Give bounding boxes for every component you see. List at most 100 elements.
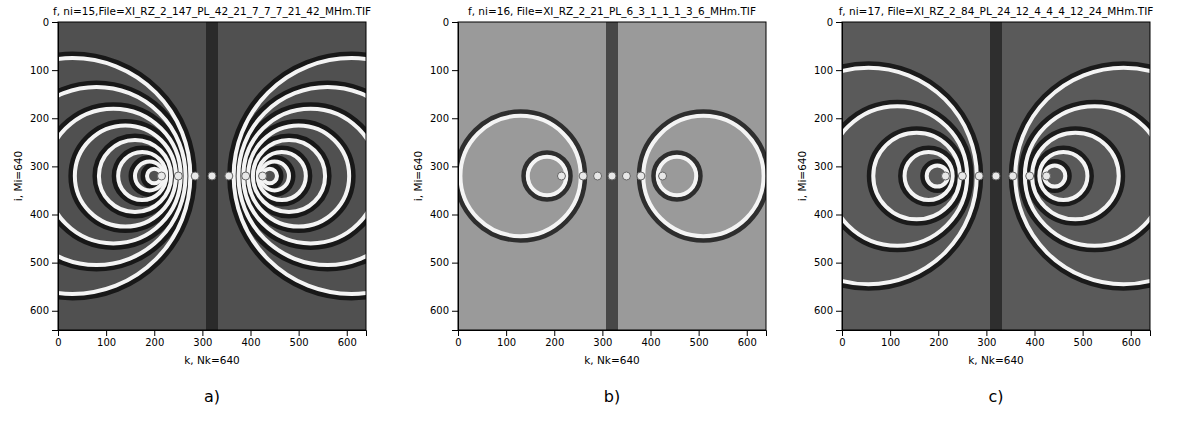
x-tick-label: 100 — [97, 337, 116, 348]
y-tick-mark — [52, 166, 58, 167]
x-tick: 600 — [338, 330, 357, 348]
x-tick-label: 0 — [455, 337, 461, 348]
y-axis-line — [52, 23, 59, 331]
y-axis-title: i, Mi=640 — [12, 151, 24, 201]
source-point — [941, 172, 949, 180]
dark-ring — [71, 121, 180, 230]
x-tick-mark — [506, 330, 507, 336]
plot-frame — [842, 22, 1150, 330]
plot-area — [842, 22, 1150, 330]
dark-ring — [901, 148, 957, 204]
x-tick: 200 — [145, 330, 164, 348]
bright-ring — [58, 58, 190, 294]
x-tick-label: 100 — [497, 337, 516, 348]
source-point — [594, 172, 602, 180]
x-tick-mark — [986, 330, 987, 336]
y-tick-mark — [836, 70, 842, 71]
source-point — [1026, 172, 1034, 180]
y-tick-label: 300 — [430, 161, 449, 172]
x-tick: 300 — [977, 330, 996, 348]
panel: 01002003004005006000100200300400500600f,… — [756, 5, 1204, 406]
panel: 01002003004005006000100200300400500600f,… — [0, 5, 473, 406]
x-tick-mark — [202, 330, 203, 336]
x-tick-label: 200 — [145, 337, 164, 348]
x-axis-title: k, Nk=640 — [584, 354, 640, 366]
source-point — [191, 172, 199, 180]
y-tick-mark — [452, 215, 458, 216]
x-tick: 0 — [55, 330, 61, 348]
source-point — [622, 172, 630, 180]
dark-ring — [458, 112, 585, 240]
bright-ring — [873, 133, 960, 220]
source-point — [157, 172, 165, 180]
y-tick: 500 — [814, 257, 842, 268]
dark-ring — [95, 136, 175, 216]
bright-ring — [243, 109, 366, 244]
y-tick-mark — [452, 70, 458, 71]
x-tick-label: 0 — [839, 337, 845, 348]
y-tick: 400 — [814, 209, 842, 220]
y-tick-label: 600 — [30, 305, 49, 316]
x-tick: 400 — [241, 330, 260, 348]
bright-ring — [1032, 133, 1119, 220]
x-axis: 0100200300400500600 — [455, 330, 766, 348]
y-tick-mark — [836, 311, 842, 312]
source-point — [225, 172, 233, 180]
y-tick-mark — [52, 22, 58, 23]
dark-ring — [230, 54, 366, 298]
dark-ring — [239, 105, 366, 248]
dark-ring — [1040, 161, 1069, 190]
dark-ring — [639, 112, 766, 240]
y-tick-label: 200 — [814, 113, 833, 124]
x-tick-mark — [299, 330, 300, 336]
dark-ring — [923, 161, 952, 190]
x-tick: 300 — [593, 330, 612, 348]
y-tick-mark — [836, 215, 842, 216]
y-tick-label: 400 — [814, 209, 833, 220]
y-tick-label: 0 — [827, 17, 833, 28]
x-axis-line — [459, 331, 767, 337]
y-axis: 0100200300400500600 — [30, 17, 59, 331]
x-tick-mark — [938, 330, 939, 336]
dark-ring — [249, 136, 329, 216]
y-tick: 200 — [430, 113, 458, 124]
y-tick-mark — [52, 263, 58, 264]
source-point — [579, 172, 587, 180]
x-axis-title: k, Nk=640 — [968, 354, 1024, 366]
y-tick: 500 — [30, 257, 58, 268]
x-tick-label: 600 — [338, 337, 357, 348]
source-point — [608, 172, 616, 180]
x-axis-line — [843, 331, 1151, 337]
dark-ring — [1021, 102, 1150, 250]
panel-label: b) — [604, 387, 620, 406]
panel-label: a) — [204, 387, 220, 406]
x-tick-mark — [554, 330, 555, 336]
y-axis-title: i, Mi=640 — [412, 151, 424, 201]
x-tick-mark — [747, 330, 748, 336]
x-tick: 0 — [839, 330, 845, 348]
x-tick: 300 — [193, 330, 212, 348]
x-tick-mark — [1083, 330, 1084, 336]
y-tick: 0 — [43, 17, 58, 28]
bright-ring — [842, 106, 967, 246]
dark-ring — [58, 54, 194, 298]
x-tick-label: 500 — [690, 337, 709, 348]
y-tick: 200 — [30, 113, 58, 124]
x-tick-label: 200 — [929, 337, 948, 348]
bright-ring — [460, 116, 580, 236]
plot-frame — [458, 22, 766, 330]
y-tick: 400 — [430, 209, 458, 220]
y-tick-mark — [452, 22, 458, 23]
panel-title: f, ni=15,File=XI_RZ_2_147_PL_42_21_7_7_7… — [53, 5, 371, 18]
y-tick-mark — [52, 70, 58, 71]
x-tick: 100 — [97, 330, 116, 348]
x-tick-mark — [1131, 330, 1132, 336]
x-tick-label: 500 — [290, 337, 309, 348]
dark-ring — [842, 102, 971, 250]
y-tick-mark — [836, 22, 842, 23]
dark-ring — [1035, 148, 1091, 204]
y-tick-label: 200 — [430, 113, 449, 124]
y-tick: 0 — [827, 17, 842, 28]
panel-label: c) — [988, 387, 1003, 406]
x-tick: 100 — [881, 330, 900, 348]
